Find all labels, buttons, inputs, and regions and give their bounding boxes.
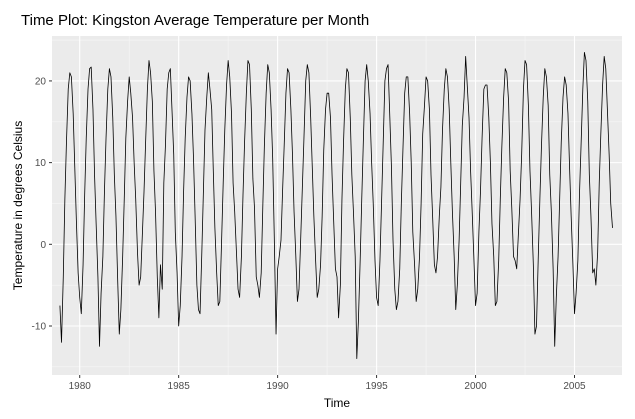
x-tick-label: 1985: [168, 381, 191, 392]
y-tick-labels: -10 0 10 20: [32, 76, 47, 332]
x-axis-title: Time: [324, 396, 351, 410]
y-tick-label: 20: [35, 76, 47, 87]
x-tick-label: 1980: [69, 381, 92, 392]
x-tick-labels: 1980 1985 1990 1995 2000 2005: [69, 381, 586, 392]
x-tick-label: 1995: [365, 381, 388, 392]
x-tick-label: 1990: [267, 381, 290, 392]
axis-ticks: [49, 80, 575, 378]
y-tick-label: 10: [35, 158, 47, 169]
x-tick-label: 2005: [563, 381, 586, 392]
x-tick-label: 2000: [464, 381, 487, 392]
temperature-series-line: [59, 51, 613, 360]
y-axis-title: Temperature in degrees Celsius: [11, 121, 25, 290]
grid-major: [52, 36, 622, 375]
y-tick-label: 0: [40, 240, 46, 251]
y-tick-label: -10: [32, 321, 47, 332]
chart-title: Time Plot: Kingston Average Temperature …: [21, 12, 369, 29]
